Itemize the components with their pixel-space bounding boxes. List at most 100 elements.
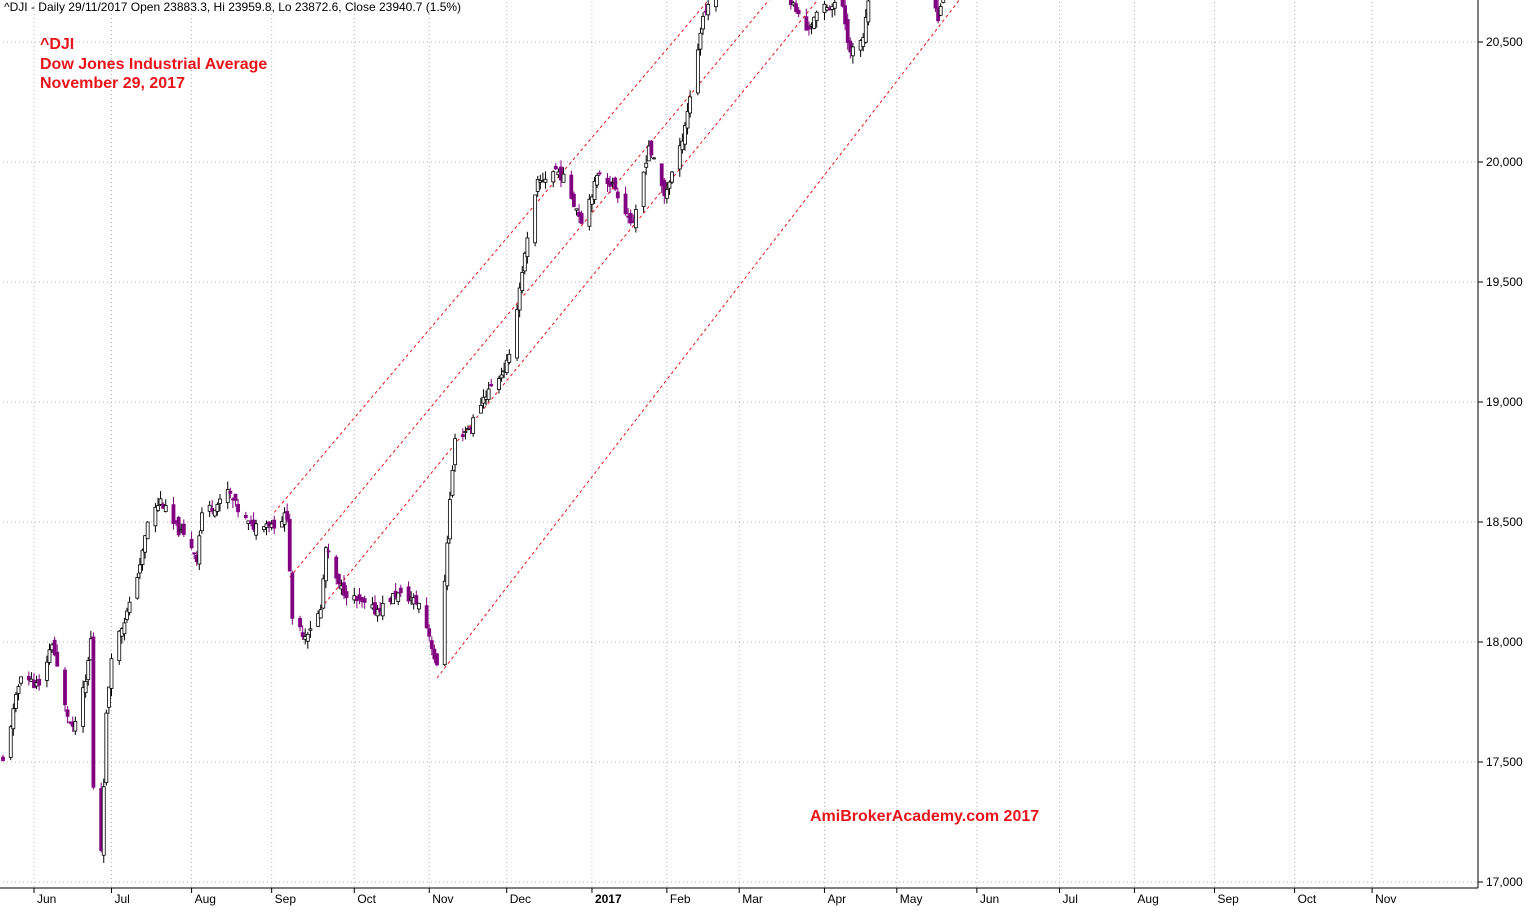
candle-body [416, 602, 421, 610]
x-tick-label: Dec [510, 892, 531, 906]
candle-body [11, 708, 16, 730]
candle-body [342, 582, 346, 596]
candle-body [298, 618, 302, 628]
candle-body [262, 526, 266, 530]
candle-body [117, 630, 122, 662]
candle-body [659, 163, 664, 187]
candle-body [804, 16, 809, 31]
candle-body [623, 193, 628, 215]
candle-body [143, 535, 147, 553]
candle-body [91, 636, 96, 788]
candle-body [236, 504, 240, 513]
candle-body [579, 213, 584, 224]
candle-body [812, 16, 817, 29]
y-tick-label: 18,000 [1486, 635, 1523, 649]
candle-body [26, 675, 31, 681]
candle-body [863, 17, 868, 43]
candle-body [587, 198, 592, 227]
candle-body [153, 506, 158, 527]
x-tick-label: Nov [432, 892, 453, 906]
grid [3, 2, 1478, 888]
candle-body [695, 49, 700, 94]
candle-body [520, 272, 525, 291]
candle-body [685, 111, 690, 129]
candle-body [200, 512, 204, 532]
candle-body [83, 681, 88, 694]
candle-body [189, 538, 194, 549]
candle-body [597, 172, 602, 175]
candle-body [380, 603, 385, 617]
candle-body [848, 40, 853, 53]
candle-body [517, 287, 522, 311]
x-tick-label: Sep [275, 892, 297, 906]
candle-body [429, 640, 434, 650]
x-tick-label: Mar [742, 892, 763, 906]
candle-body [156, 505, 160, 511]
candle-body [478, 405, 483, 414]
x-tick-label: Jul [114, 892, 129, 906]
channel-line [436, 0, 960, 679]
candle-body [535, 179, 540, 192]
candle-body [254, 523, 259, 536]
candle-body [442, 580, 447, 666]
candle-body [522, 252, 527, 272]
candle-body [125, 610, 129, 620]
y-tick-label: 20,000 [1486, 155, 1523, 169]
y-tick-label: 20,500 [1486, 35, 1523, 49]
candle-body [86, 660, 91, 681]
candle-body [507, 353, 512, 363]
candle-body [450, 469, 455, 496]
candle-body [504, 359, 509, 374]
x-tick-label: Oct [1298, 892, 1317, 906]
candle-body [543, 178, 548, 183]
candle-body [497, 378, 501, 390]
candle-body [701, 16, 705, 30]
chart-title-symbol: ^DJI [40, 36, 75, 53]
candle-body [14, 694, 18, 709]
candle-body [571, 193, 576, 207]
y-tick-label: 19,500 [1486, 275, 1523, 289]
candle-body [866, 0, 871, 23]
candle-body [305, 633, 310, 642]
candle-body [714, 0, 718, 8]
candle-body [375, 609, 380, 617]
y-tick-label: 19,000 [1486, 395, 1523, 409]
candle-body [45, 661, 49, 681]
candle-body [680, 140, 685, 151]
candle-body [814, 11, 819, 22]
candle-body [127, 601, 132, 613]
candle-body [228, 490, 233, 494]
candle-body [670, 171, 674, 183]
x-tick-label: Feb [670, 892, 691, 906]
candle-body [197, 535, 202, 565]
x-tick-label: Oct [357, 892, 376, 906]
candle-body [788, 0, 793, 6]
candle-body [427, 628, 432, 637]
candle-body [677, 145, 682, 170]
candle-body [8, 726, 13, 758]
candle-body [649, 140, 654, 156]
channel-line [289, 0, 770, 578]
candle-body [471, 417, 476, 434]
candle-body [37, 678, 42, 686]
candle-body [706, 4, 711, 16]
candle-body [832, 2, 837, 9]
candle-body [135, 577, 140, 599]
chart-header: ^DJI - Daily 29/11/2017 Open 23883.3, Hi… [4, 0, 462, 14]
candle-body [326, 550, 331, 553]
candle-body [662, 179, 667, 197]
candle-body [300, 632, 305, 637]
candle-body [574, 208, 579, 211]
candle-body [1, 756, 5, 761]
candle-body [81, 687, 85, 727]
candle-body [19, 676, 23, 684]
candle-body [215, 504, 220, 512]
channel-line [273, 0, 710, 513]
x-tick-label: Aug [195, 892, 216, 906]
watermark: AmiBrokerAcademy.com 2017 [810, 808, 1040, 825]
candle-body [101, 786, 106, 856]
x-tick-label: Sep [1218, 892, 1240, 906]
candle-body [122, 622, 127, 635]
candles [1, 0, 946, 863]
